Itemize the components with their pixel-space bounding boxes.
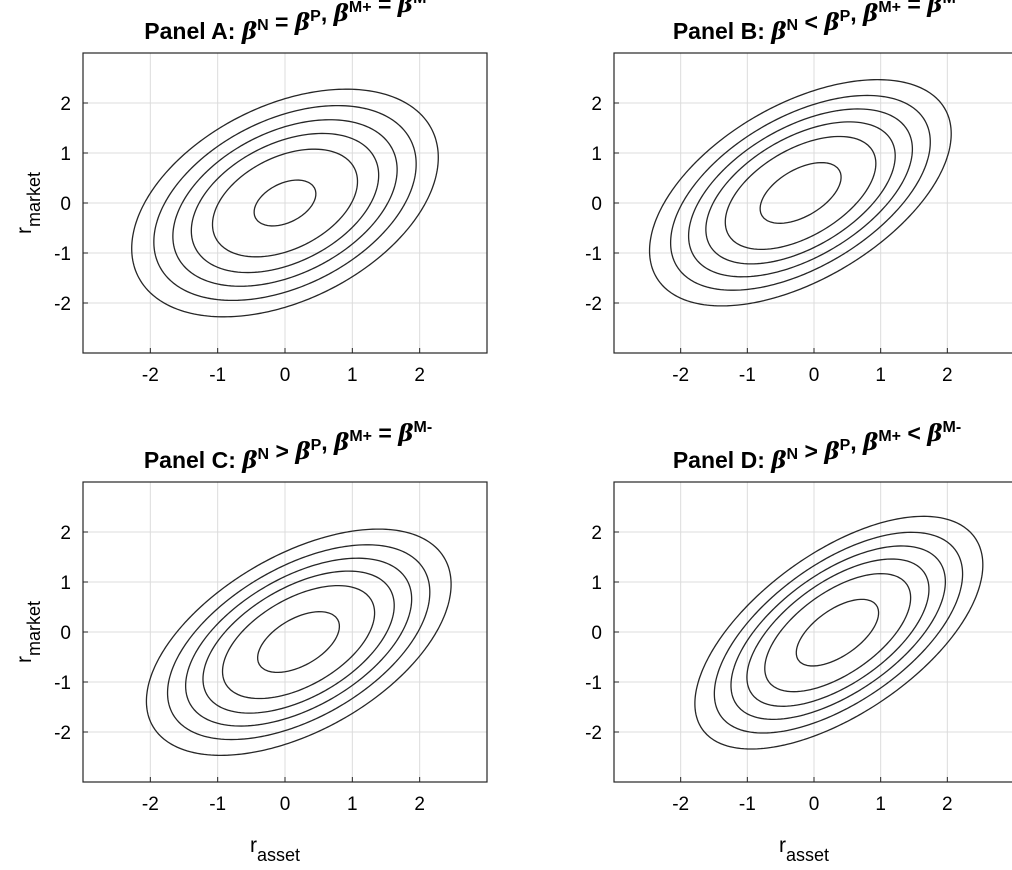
contour-level-6 xyxy=(795,598,880,667)
x-tick-label: 2 xyxy=(414,794,425,815)
y-tick-label: 1 xyxy=(60,144,71,165)
x-tick-label: -2 xyxy=(672,365,689,386)
contour-level-2 xyxy=(153,104,417,302)
y-tick-label: 1 xyxy=(60,573,71,594)
contour-lines xyxy=(145,528,452,756)
x-tick-label: -2 xyxy=(142,365,159,386)
y-tick-label: 0 xyxy=(591,194,602,215)
contour-lines xyxy=(131,88,439,318)
panel-c: -2 -1 0 1 2 -2 -1 0 1 2 Panel C: βN > βP, βM+ = βM… xyxy=(13,419,488,865)
y-tick-label: 0 xyxy=(591,623,602,644)
y-tick-label: -1 xyxy=(54,244,71,265)
panel-title: Panel D: βN > βP, βM+ < βM- xyxy=(673,419,961,474)
y-tick-label: 0 xyxy=(60,194,71,215)
y-tick-label: -2 xyxy=(585,294,602,315)
y-tick-label: 2 xyxy=(591,523,602,544)
x-tick-label: 1 xyxy=(875,365,886,386)
contour-level-1 xyxy=(131,88,439,318)
x-tick-label: 1 xyxy=(347,365,358,386)
y-tick-label: 1 xyxy=(591,573,602,594)
contour-level-5 xyxy=(764,572,912,693)
contour-level-5 xyxy=(724,135,877,251)
y-tick-label: -1 xyxy=(585,244,602,265)
x-axis-label: rasset xyxy=(779,834,829,865)
panel-title: Panel A: βN = βP, βM+ = βM- xyxy=(144,0,431,45)
contour-lines xyxy=(694,515,984,750)
contour-level-2 xyxy=(713,531,964,734)
contour-level-6 xyxy=(256,611,341,674)
y-tick-label: -2 xyxy=(54,294,71,315)
x-tick-label: -1 xyxy=(739,794,756,815)
x-tick-label: -2 xyxy=(672,794,689,815)
x-tick-label: 0 xyxy=(809,794,820,815)
y-tick-label: -2 xyxy=(54,723,71,744)
y-tick-label: 2 xyxy=(60,94,71,115)
y-axis-label: rmarket xyxy=(13,601,44,663)
contour-lines xyxy=(648,79,952,307)
y-tick-label: 2 xyxy=(591,94,602,115)
contour-level-3 xyxy=(172,119,398,287)
x-tick-label: 0 xyxy=(280,794,291,815)
contour-level-6 xyxy=(253,179,317,227)
panel-b: -2 -1 0 1 2 -2 -1 0 1 2 Panel B: βN < βP, βM+ = βM… xyxy=(585,0,1012,386)
contour-level-6 xyxy=(759,161,842,224)
x-axis-label: rasset xyxy=(250,834,300,865)
panel-a: -2 -1 0 1 2 -2 -1 0 1 2 Panel A: βN = βP, βM+ = βM… xyxy=(13,0,488,386)
y-tick-label: 2 xyxy=(60,523,71,544)
y-axis-label: rmarket xyxy=(13,172,44,234)
x-tick-label: -1 xyxy=(209,365,226,386)
contour-level-3 xyxy=(730,545,947,721)
panel-title: Panel C: βN > βP, βM+ = βM- xyxy=(144,419,432,474)
y-tick-label: 1 xyxy=(591,144,602,165)
y-tick-label: -1 xyxy=(54,673,71,694)
x-tick-label: 2 xyxy=(942,365,953,386)
contour-level-3 xyxy=(687,108,914,278)
x-tick-label: -1 xyxy=(209,794,226,815)
contour-level-4 xyxy=(202,570,395,714)
contour-level-1 xyxy=(145,528,452,756)
x-tick-label: 1 xyxy=(875,794,886,815)
x-tick-label: 0 xyxy=(809,365,820,386)
contour-level-2 xyxy=(166,544,431,741)
x-tick-label: -1 xyxy=(739,365,756,386)
contour-level-5 xyxy=(221,584,376,700)
x-tick-label: 1 xyxy=(347,794,358,815)
contour-level-4 xyxy=(705,121,896,265)
y-tick-label: 0 xyxy=(60,623,71,644)
y-tick-label: -2 xyxy=(585,723,602,744)
x-tick-label: -2 xyxy=(142,794,159,815)
contour-level-1 xyxy=(694,515,984,750)
panel-title: Panel B: βN < βP, βM+ = βM- xyxy=(673,0,961,45)
x-tick-label: 2 xyxy=(942,794,953,815)
x-tick-label: 0 xyxy=(280,365,291,386)
contour-level-5 xyxy=(211,148,359,258)
panel-d: -2 -1 0 1 2 -2 -1 0 1 2 Panel D: βN > βP, βM+ < βM… xyxy=(585,419,1012,865)
x-tick-label: 2 xyxy=(414,365,425,386)
y-tick-label: -1 xyxy=(585,673,602,694)
contour-level-3 xyxy=(184,557,413,727)
contour-level-4 xyxy=(190,132,380,274)
contour-level-4 xyxy=(746,558,930,707)
contour-level-1 xyxy=(648,79,952,307)
contour-level-2 xyxy=(669,94,931,291)
